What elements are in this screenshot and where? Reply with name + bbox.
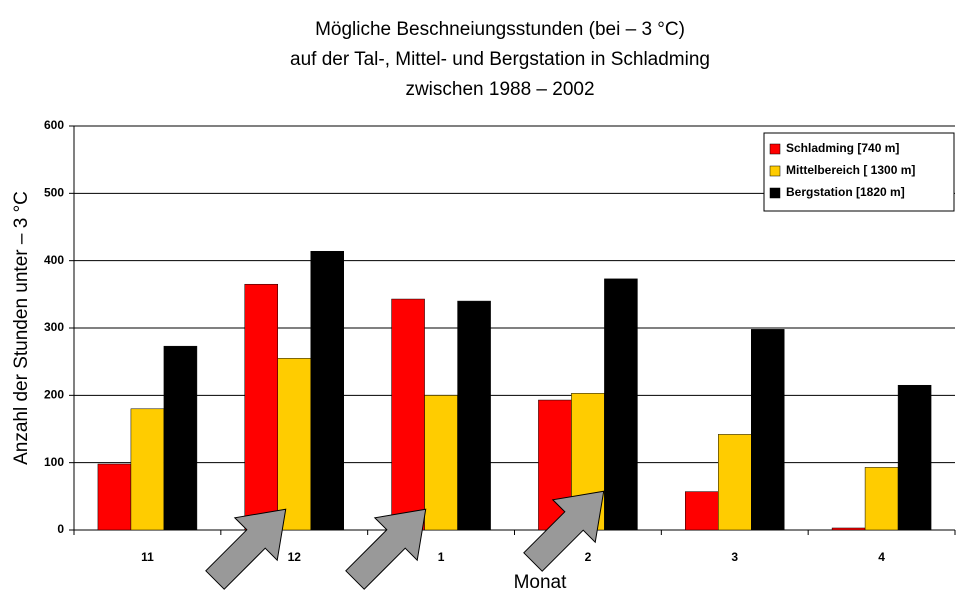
legend-swatch	[769, 143, 781, 155]
bar	[457, 300, 491, 531]
y-axis-label: Anzahl der Stunden unter – 3 °C	[11, 191, 32, 465]
legend-box	[763, 132, 955, 212]
arrow	[205, 508, 287, 590]
bar	[163, 345, 198, 531]
arrow	[523, 490, 605, 572]
y-tick-label: 300	[44, 320, 64, 334]
arrow	[345, 508, 427, 590]
bar	[424, 395, 458, 531]
y-tick-label: 500	[44, 186, 64, 200]
legend-label: Mittelbereich [ 1300 m]	[786, 163, 915, 177]
y-tick-label: 600	[44, 118, 64, 132]
bar	[310, 250, 344, 531]
legend-label: Bergstation [1820 m]	[786, 185, 905, 199]
chart-title-line: auf der Tal-, Mittel- und Bergstation in…	[290, 49, 710, 70]
arrows	[205, 490, 605, 590]
bar	[685, 491, 719, 531]
y-tick-label: 100	[44, 455, 64, 469]
bar	[718, 434, 752, 531]
chart-title-line: zwischen 1988 – 2002	[405, 79, 594, 100]
bar	[391, 298, 425, 531]
y-tick-label: 0	[57, 522, 64, 536]
bar	[864, 467, 899, 531]
y-tick-label: 400	[44, 253, 64, 267]
x-tick-label: 12	[288, 550, 302, 564]
y-tick-label: 200	[44, 388, 64, 402]
legend-label: Schladming [740 m]	[786, 141, 899, 155]
x-tick-label: 2	[585, 550, 592, 564]
bar	[244, 283, 278, 531]
bar	[130, 408, 165, 531]
x-tick-label: 4	[878, 550, 885, 564]
x-tick-label: 11	[141, 550, 154, 564]
bar	[831, 527, 866, 531]
bar	[97, 463, 132, 531]
legend-swatch	[769, 187, 781, 199]
bar	[277, 358, 311, 531]
bar	[751, 329, 785, 531]
legend-swatch	[769, 165, 781, 177]
chart-title-line: Mögliche Beschneiungsstunden (bei – 3 °C…	[315, 19, 685, 40]
x-tick-label: 3	[731, 550, 738, 564]
x-axis-label: Monat	[514, 572, 568, 593]
bar	[604, 278, 638, 531]
x-tick-label: 1	[438, 550, 445, 564]
bar	[897, 384, 932, 531]
